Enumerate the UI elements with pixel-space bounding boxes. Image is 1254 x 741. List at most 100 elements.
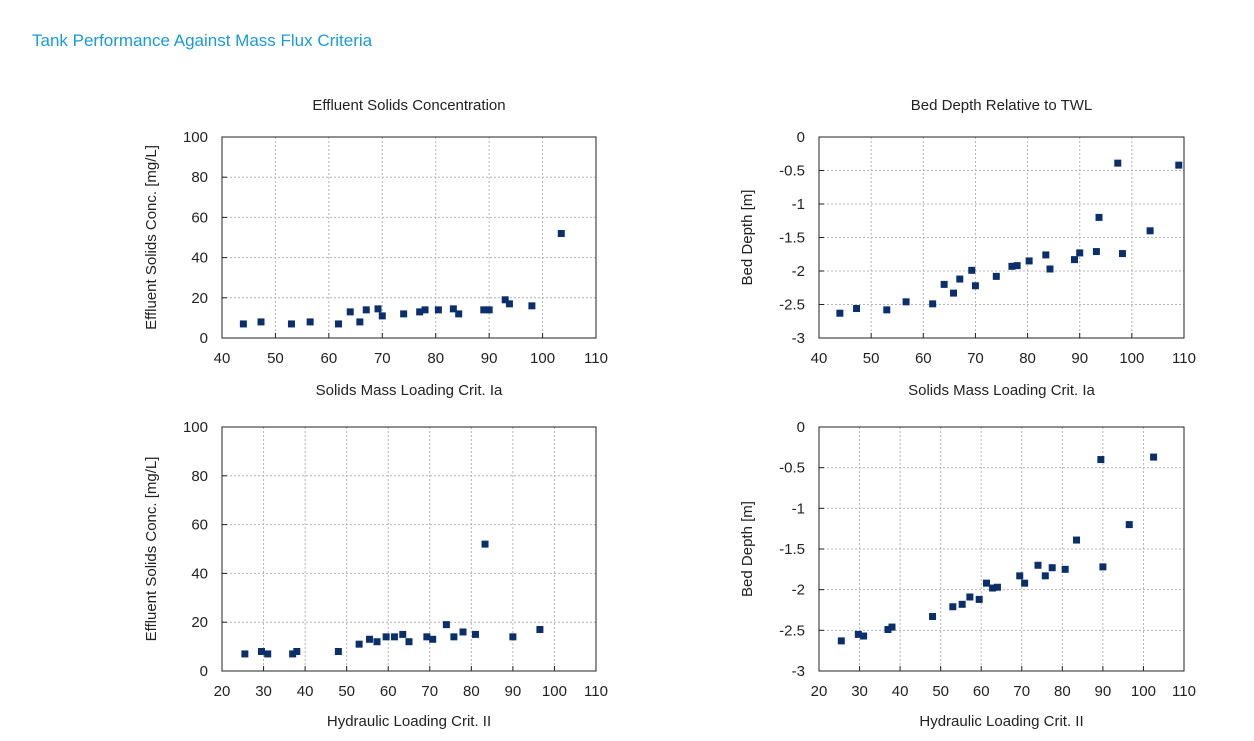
x-tick-label: 50 [932, 683, 949, 700]
x-tick-label: 110 [1172, 683, 1196, 700]
y-tick-label: 40 [191, 250, 208, 267]
x-tick-label: 40 [297, 683, 314, 700]
x-tick-label: 70 [421, 683, 438, 700]
data-point [853, 305, 861, 313]
data-point [373, 638, 381, 646]
data-point [1013, 262, 1021, 270]
x-tick-label: 100 [542, 683, 567, 700]
y-tick-label: 60 [191, 209, 208, 226]
data-point [1041, 572, 1049, 580]
data-point [929, 613, 937, 621]
data-point [1048, 564, 1056, 572]
data-point [405, 638, 413, 646]
data-point [1150, 453, 1158, 461]
data-point [480, 306, 488, 314]
x-tick-label: 90 [505, 683, 522, 700]
data-point [992, 272, 1000, 280]
x-tick-label: 70 [967, 350, 984, 367]
data-point [949, 603, 957, 611]
data-point [485, 306, 493, 314]
data-point [528, 302, 536, 310]
x-tick-label: 100 [1131, 683, 1156, 700]
y-tick-label: -1.5 [779, 541, 805, 558]
x-axis-label: Hydraulic Loading Crit. II [919, 713, 1083, 730]
y-tick-label: 0 [797, 129, 805, 146]
x-tick-label: 50 [338, 683, 355, 700]
y-tick-label: -1.5 [779, 230, 805, 247]
data-point [509, 633, 517, 641]
y-tick-label: 0 [200, 663, 208, 680]
data-point [975, 595, 983, 603]
data-point [390, 633, 398, 641]
x-tick-label: 80 [1019, 350, 1036, 367]
x-axis-label: Hydraulic Loading Crit. II [327, 713, 491, 730]
data-point [459, 628, 467, 636]
data-point [400, 310, 408, 318]
x-tick-label: 100 [530, 350, 555, 367]
data-point [355, 640, 363, 648]
y-tick-label: 40 [191, 565, 208, 582]
data-point [982, 579, 990, 587]
y-tick-label: 0 [797, 419, 805, 436]
data-point [264, 650, 272, 658]
data-point [434, 306, 442, 314]
data-point [837, 637, 845, 645]
x-tick-label: 110 [584, 350, 608, 367]
data-point [1042, 251, 1050, 259]
data-point [836, 309, 844, 317]
data-point [1175, 161, 1183, 169]
data-point [366, 635, 374, 643]
x-tick-label: 30 [255, 683, 272, 700]
plot-frame [818, 426, 1185, 672]
y-tick-label: 60 [191, 517, 208, 534]
y-axis-label: Bed Depth [m] [739, 501, 756, 597]
data-point [940, 280, 948, 288]
x-tick-label: 20 [811, 683, 828, 700]
x-tick-label: 60 [915, 350, 932, 367]
data-point [1034, 561, 1042, 569]
x-tick-label: 40 [892, 683, 909, 700]
x-tick-label: 50 [863, 350, 880, 367]
data-point [1092, 248, 1100, 256]
data-point [257, 647, 265, 655]
data-point [950, 289, 958, 297]
data-point [334, 320, 342, 328]
y-axis-label: Effluent Solids Conc. [mg/L] [143, 457, 160, 642]
y-tick-label: 20 [191, 614, 208, 631]
data-point [884, 626, 892, 634]
y-tick-label: -2 [792, 582, 805, 599]
plot-frame [221, 426, 597, 672]
data-point [956, 275, 964, 283]
y-tick-label: -0.5 [779, 460, 805, 477]
data-point [989, 584, 997, 592]
data-point [334, 647, 342, 655]
data-point [968, 266, 976, 274]
data-point [1125, 521, 1133, 529]
plot-frame [818, 136, 1185, 339]
y-tick-label: 0 [200, 330, 208, 347]
page-title: Tank Performance Against Mass Flux Crite… [32, 31, 373, 50]
data-point [501, 296, 509, 304]
y-tick-label: -2.5 [779, 297, 805, 314]
y-tick-label: -2 [792, 263, 805, 280]
y-tick-label: -0.5 [779, 163, 805, 180]
data-point [471, 630, 479, 638]
data-point [1025, 257, 1033, 265]
data-point [929, 300, 937, 308]
x-tick-label: 30 [851, 683, 868, 700]
y-axis-label: Bed Depth [m] [739, 190, 756, 286]
x-tick-label: 70 [1013, 683, 1030, 700]
data-point [883, 306, 891, 314]
y-tick-label: 80 [191, 169, 208, 186]
data-point [239, 320, 247, 328]
data-point [289, 650, 297, 658]
data-point [306, 318, 314, 326]
x-tick-label: 110 [584, 683, 608, 700]
data-point [257, 318, 265, 326]
data-point [346, 308, 354, 316]
data-point [374, 305, 382, 313]
data-point [382, 633, 390, 641]
